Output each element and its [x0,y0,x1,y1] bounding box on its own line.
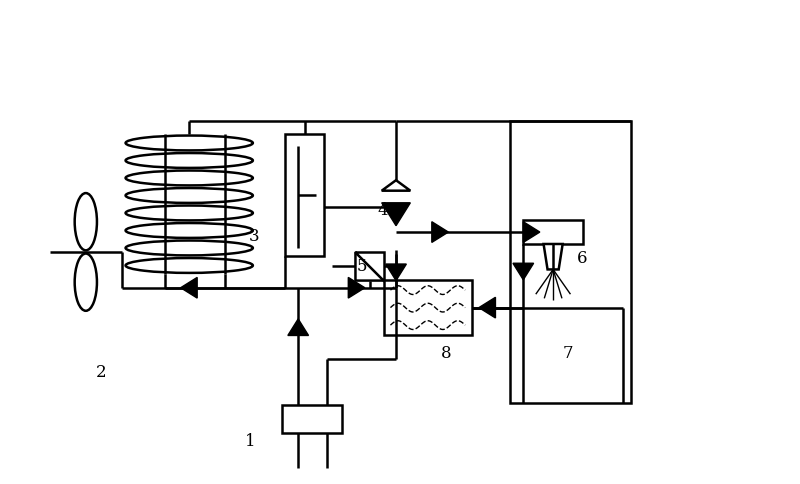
Text: 6: 6 [577,250,587,267]
Text: 2: 2 [96,364,106,381]
Bar [523,220,583,244]
Polygon shape [543,244,562,270]
Bar [510,121,630,403]
Text: 3: 3 [249,227,259,244]
Text: 8: 8 [442,345,452,362]
Bar [282,405,342,433]
Polygon shape [382,180,410,191]
Text: 4: 4 [378,202,388,219]
Text: 1: 1 [245,433,255,450]
Polygon shape [479,297,495,318]
Polygon shape [355,252,384,281]
Text: 7: 7 [563,345,574,362]
Bar [285,134,325,256]
Polygon shape [355,252,384,281]
Polygon shape [181,277,197,298]
Polygon shape [523,222,540,242]
Bar [384,280,471,335]
Polygon shape [382,203,410,226]
Polygon shape [386,264,406,281]
Polygon shape [432,222,448,242]
Polygon shape [288,319,309,335]
Polygon shape [513,263,534,280]
Text: 5: 5 [356,258,366,275]
Polygon shape [348,277,365,298]
